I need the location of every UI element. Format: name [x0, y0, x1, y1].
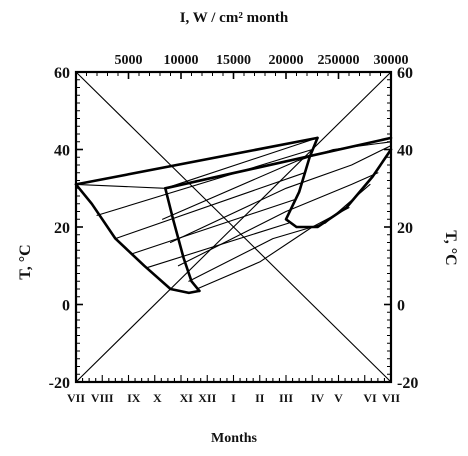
- month-tick-label: XII: [198, 391, 216, 405]
- y-tick-label-right: 40: [397, 143, 413, 160]
- month-tick-label: XI: [180, 391, 194, 405]
- month-tick-label: IV: [311, 391, 325, 405]
- diagonal-line: [75, 71, 392, 383]
- series-isoline: [162, 141, 392, 220]
- month-tick-label: X: [153, 391, 162, 405]
- top-tick-label: 5000: [115, 53, 143, 68]
- y-tick-label-left: 0: [62, 298, 70, 315]
- y-tick-label-right: 20: [397, 220, 413, 237]
- series-isoline: [188, 183, 371, 282]
- top-tick-label: 10000: [164, 53, 199, 68]
- series-isoline: [96, 148, 313, 216]
- series-envelope-line: [74, 136, 319, 186]
- top-axis-label: I, W / cm² month: [180, 10, 289, 26]
- series-isoline: [75, 183, 166, 189]
- y-axis-label-right: T, °C: [442, 230, 459, 265]
- top-tick-label: 15000: [216, 53, 251, 68]
- y-tick-label-right: 60: [397, 65, 413, 82]
- month-tick-label: III: [279, 391, 293, 405]
- y-tick-label-left: -20: [49, 375, 70, 392]
- series-isoline: [196, 207, 350, 290]
- series-isoline: [114, 172, 305, 240]
- series-envelope-line: [284, 136, 393, 229]
- series-isoline: [130, 199, 295, 255]
- month-tick-label: VI: [363, 391, 377, 405]
- y-tick-label-left: 40: [54, 143, 70, 160]
- series-group: [74, 136, 393, 295]
- y-tick-label-left: 60: [54, 65, 70, 82]
- month-tick-label: I: [231, 391, 236, 405]
- y-axis-label-left: T, °C: [17, 244, 34, 279]
- month-tick-label: VIII: [91, 391, 114, 405]
- series-isoline: [169, 145, 392, 244]
- month-tick-label: VII: [67, 391, 85, 405]
- series-isoline: [164, 137, 319, 189]
- tick-group: -20 -20 0 0 20 20 40 40 60 60 5000 10000 15000 20000 2…: [49, 53, 419, 405]
- series-envelope-line: [164, 187, 201, 293]
- month-tick-label: VII: [382, 391, 400, 405]
- diagonals-group: [75, 71, 392, 383]
- top-tick-label: 250000: [318, 53, 360, 68]
- series-envelope-line: [74, 183, 201, 295]
- y-tick-label-left: 20: [54, 220, 70, 237]
- month-tick-label: IX: [127, 391, 141, 405]
- y-tick-label-right: -20: [397, 375, 418, 392]
- top-tick-label: 20000: [269, 53, 304, 68]
- x-axis-label: Months: [211, 431, 257, 446]
- month-tick-label: V: [334, 391, 343, 405]
- month-tick-label: II: [255, 391, 265, 405]
- series-isoline: [177, 172, 379, 267]
- top-tick-label: 30000: [374, 53, 409, 68]
- y-tick-label-right: 0: [397, 298, 405, 315]
- labels-group: I, W / cm² month Months T, °C T, °C: [17, 10, 459, 446]
